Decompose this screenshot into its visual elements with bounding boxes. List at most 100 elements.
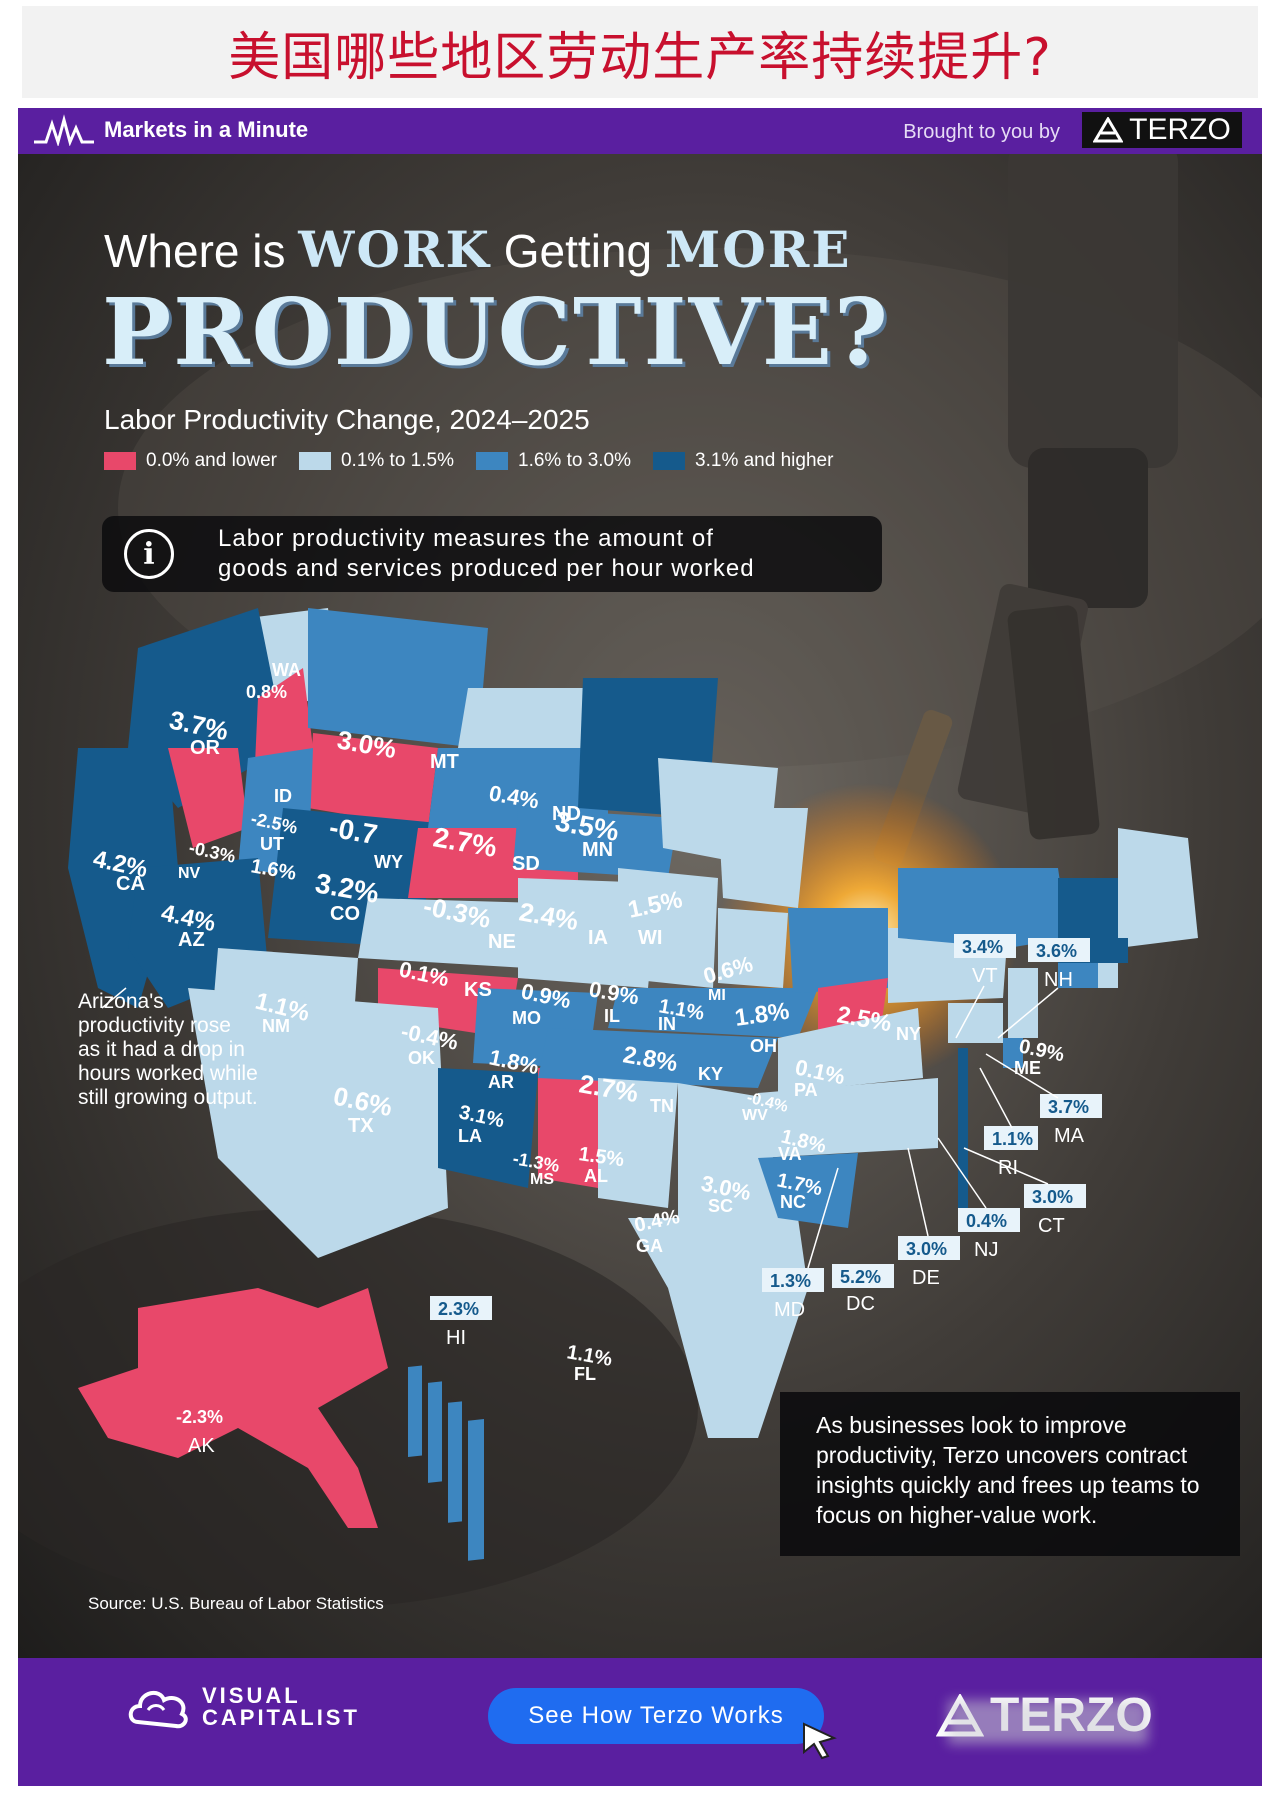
- state-me[interactable]: [1118, 828, 1198, 948]
- state-vt[interactable]: [1058, 878, 1088, 938]
- brought-by-text: Brought to you by: [903, 121, 1060, 143]
- state-de[interactable]: [1003, 1038, 1023, 1068]
- state-al[interactable]: [598, 1078, 678, 1208]
- state-ct[interactable]: [1058, 963, 1098, 988]
- watermark-blur: [948, 1700, 1148, 1744]
- callout-ct[interactable]: 3.0% CT: [1024, 1184, 1086, 1237]
- legend-label: 0.0% and lower: [146, 450, 277, 471]
- label-wa-value: 0.8%: [246, 682, 287, 702]
- callout-ma[interactable]: 3.7% MA: [1040, 1094, 1102, 1147]
- label-me-abbr: ME: [1014, 1058, 1041, 1078]
- markets-in-a-minute-brand[interactable]: Markets in a Minute: [32, 114, 308, 146]
- source-text: Source: U.S. Bureau of Labor Statistics: [88, 1594, 384, 1613]
- state-in[interactable]: [718, 908, 788, 988]
- callout-labels: 3.4% VT 3.6% NH 3.7% MA 1.1% RI 3.0%: [101, 934, 1102, 1457]
- callout-hi-value: 2.3%: [438, 1299, 479, 1319]
- callout-vt[interactable]: 3.4% VT: [954, 934, 1016, 987]
- label-sc-abbr: SC: [708, 1196, 733, 1216]
- state-oh[interactable]: [788, 908, 888, 993]
- state-la[interactable]: [438, 1068, 538, 1188]
- callout-dc[interactable]: 5.2% DC: [832, 1264, 894, 1315]
- callout-ct-value: 3.0%: [1032, 1187, 1073, 1207]
- callout-hi[interactable]: 2.3% HI: [430, 1296, 492, 1349]
- state-wy[interactable]: [308, 733, 438, 828]
- callout-de[interactable]: 3.0% DE: [898, 1236, 960, 1289]
- state-ny[interactable]: [898, 868, 1068, 948]
- label-mn-abbr: MN: [582, 839, 613, 861]
- state-labels: WA 0.8% 3.7% OR 4.2% CA -0.3% NV ID -2.5…: [91, 660, 1067, 1384]
- callout-md-value: 1.3%: [770, 1271, 811, 1291]
- state-nd[interactable]: [458, 688, 618, 748]
- visual-capitalist-text: VISUAL CAPITALIST: [202, 1685, 360, 1729]
- state-ri[interactable]: [1098, 963, 1118, 988]
- callout-nj-value: 0.4%: [966, 1211, 1007, 1231]
- state-dc[interactable]: [958, 1048, 968, 1218]
- caption-bar: 美国哪些地区劳动生产率持续提升?: [22, 6, 1258, 98]
- legend-swatch: [104, 452, 136, 470]
- state-tx[interactable]: [188, 988, 448, 1258]
- state-ky[interactable]: [608, 988, 818, 1038]
- state-nj[interactable]: [1008, 968, 1038, 1038]
- state-md[interactable]: [948, 1003, 1003, 1043]
- label-mo-abbr: MO: [512, 1008, 541, 1028]
- callout-de-abbr: DE: [912, 1267, 940, 1289]
- legend-label: 1.6% to 3.0%: [518, 450, 632, 471]
- label-sd-abbr: SD: [512, 853, 540, 875]
- pulse-logo-icon: [34, 114, 94, 146]
- label-il-abbr: IL: [604, 1006, 620, 1026]
- state-ga[interactable]: [678, 1083, 778, 1218]
- callout-de-value: 3.0%: [906, 1239, 947, 1259]
- visual-capitalist-logo[interactable]: VISUAL CAPITALIST: [126, 1682, 360, 1732]
- headline-line2: PRODUCTIVE?: [102, 278, 890, 386]
- callout-ak[interactable]: -2.3% AK: [170, 1404, 236, 1457]
- see-how-terzo-works-button[interactable]: See How Terzo Works: [488, 1688, 824, 1744]
- state-sd[interactable]: [428, 748, 608, 828]
- callout-md[interactable]: 1.3% MD: [762, 1268, 824, 1321]
- label-ut-abbr: UT: [260, 834, 284, 854]
- label-nc-abbr: NC: [780, 1192, 806, 1212]
- state-va[interactable]: [778, 1008, 923, 1093]
- state-il[interactable]: [618, 868, 718, 988]
- state-ks[interactable]: [358, 898, 538, 968]
- vc-line1: VISUAL: [202, 1683, 301, 1708]
- state-nv[interactable]: [168, 748, 248, 848]
- label-wa-abbr: WA: [272, 660, 301, 680]
- visual-capitalist-cloud-icon: [128, 1690, 188, 1729]
- state-tn[interactable]: [538, 1028, 778, 1088]
- state-hi[interactable]: [408, 1365, 484, 1561]
- state-ia[interactable]: [513, 808, 678, 878]
- state-sc[interactable]: [758, 1153, 858, 1228]
- info-line1: Labor productivity measures the amount o…: [218, 525, 714, 552]
- state-mi[interactable]: [718, 808, 808, 908]
- chart-subtitle: Labor Productivity Change, 2024–2025: [104, 404, 590, 435]
- label-tx-abbr: TX: [348, 1115, 374, 1137]
- callout-ri[interactable]: 1.1% RI: [984, 1126, 1038, 1179]
- us-productivity-map: WA 0.8% 3.7% OR 4.2% CA -0.3% NV ID -2.5…: [68, 608, 1198, 1561]
- label-nd-abbr: ND: [552, 803, 581, 825]
- footer-bar: VISUAL CAPITALIST See How Terzo Works TE…: [18, 1658, 1262, 1786]
- callout-ct-abbr: CT: [1038, 1215, 1065, 1237]
- callout-leader-lines: [101, 985, 1059, 1269]
- state-ms[interactable]: [538, 1068, 598, 1188]
- callout-ma-abbr: MA: [1054, 1125, 1085, 1147]
- callout-nj[interactable]: 0.4% NJ: [958, 1208, 1020, 1261]
- label-az-abbr: AZ: [178, 929, 205, 951]
- callout-nh[interactable]: 3.6% NH: [1028, 938, 1090, 991]
- info-box: i Labor productivity measures the amount…: [102, 516, 882, 592]
- callout-hi-abbr: HI: [446, 1327, 466, 1349]
- callout-ma-value: 3.7%: [1048, 1097, 1089, 1117]
- top-banner: Markets in a Minute Brought to you by TE…: [18, 108, 1262, 154]
- state-nc[interactable]: [758, 1078, 938, 1158]
- state-mt[interactable]: [308, 608, 488, 748]
- label-oh-abbr: OH: [750, 1036, 777, 1056]
- legend-label: 0.1% to 1.5%: [340, 450, 454, 471]
- label-al-abbr: AL: [584, 1166, 608, 1186]
- callout-dc-abbr: DC: [846, 1293, 875, 1315]
- callout-vt-value: 3.4%: [962, 937, 1003, 957]
- state-nh[interactable]: [1088, 878, 1118, 938]
- legend-item: 0.0% and lower: [104, 450, 277, 472]
- caption-title: 美国哪些地区劳动生产率持续提升?: [228, 27, 1052, 88]
- terzo-sponsor-logo[interactable]: TERZO: [1082, 112, 1242, 148]
- label-ia-abbr: IA: [588, 927, 608, 949]
- label-tn-abbr: TN: [650, 1096, 674, 1116]
